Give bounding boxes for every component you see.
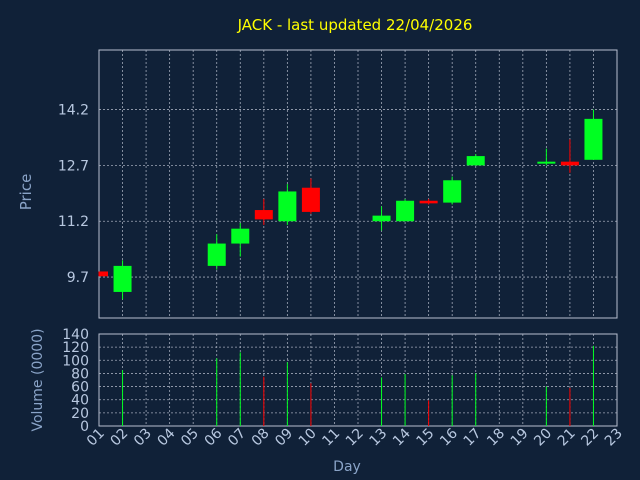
- price-tick-label: 9.7: [67, 270, 89, 286]
- candle-body: [113, 265, 132, 292]
- candle: [419, 198, 438, 205]
- volume-tick-label: 40: [71, 393, 89, 409]
- candle: [443, 176, 462, 205]
- day-tick-label: 04: [155, 425, 179, 449]
- candle: [231, 223, 250, 257]
- volume-tick-label: 60: [71, 380, 89, 396]
- price-frame: [98, 49, 618, 319]
- candle: [278, 184, 297, 225]
- day-tick-label: 22: [578, 426, 602, 450]
- candle-body: [419, 200, 438, 204]
- day-axis-label: Day: [333, 459, 361, 475]
- candle: [560, 139, 579, 173]
- day-tick-label: 17: [461, 426, 485, 450]
- candle-body: [301, 187, 320, 212]
- price-tick-label: 14.2: [58, 103, 89, 119]
- day-tick-label: 13: [366, 426, 390, 450]
- candle: [254, 198, 273, 225]
- candle-body: [443, 180, 462, 203]
- volume-tick-label: 120: [62, 340, 89, 356]
- volume-tick-label: 0: [80, 419, 89, 435]
- candle-body: [254, 210, 273, 220]
- candle-body: [99, 271, 108, 277]
- day-tick-label: 19: [508, 426, 532, 450]
- day-tick-label: 03: [131, 426, 155, 450]
- price-panel: 9.7 11.2 12.7 14.2: [58, 49, 618, 319]
- candle-body: [372, 215, 391, 222]
- day-tick-label: 02: [107, 426, 131, 450]
- day-tick-label: 06: [202, 425, 226, 449]
- candle: [113, 260, 132, 300]
- day-tick-label: 18: [484, 426, 508, 450]
- candle-body: [231, 228, 250, 244]
- candle-body: [584, 118, 603, 160]
- candle-body: [278, 191, 297, 222]
- candle: [372, 206, 391, 231]
- candle: [396, 198, 415, 222]
- volume-tick-label: 80: [71, 366, 89, 382]
- day-tick-label: 14: [390, 425, 414, 449]
- candle-body: [207, 243, 226, 266]
- volume-tick-label: 20: [71, 406, 89, 422]
- volume-tick-label: 100: [62, 353, 89, 369]
- day-tick-label: 07: [225, 426, 249, 450]
- volume-panel: 01 02 03 04 05 06 07 08 09 10 11 12 13 14 15 16 17 18 19 20…: [62, 327, 626, 449]
- candle-body: [396, 200, 415, 222]
- day-tick-label: 05: [178, 426, 202, 450]
- price-tick-label: 12.7: [58, 158, 89, 174]
- candle: [466, 154, 485, 166]
- day-tick-label: 20: [531, 426, 555, 450]
- candle-body: [537, 161, 556, 164]
- volume-axis-label: Volume (0000): [30, 328, 46, 431]
- day-tick-label: 15: [414, 426, 438, 450]
- candle: [584, 109, 603, 160]
- day-tick-label: 23: [602, 426, 626, 450]
- candle-body: [560, 161, 579, 166]
- volume-frame: [98, 333, 618, 427]
- candle: [207, 234, 226, 270]
- candle: [301, 178, 320, 214]
- candle: [98, 271, 108, 277]
- day-tick-label: 12: [343, 426, 367, 450]
- price-axis-label: Price: [17, 174, 35, 211]
- day-tick-label: 10: [296, 426, 320, 450]
- volume-tick-label: 140: [62, 327, 89, 343]
- day-tick-label: 08: [249, 426, 273, 450]
- chart-title: JACK - last updated 22/04/2026: [237, 16, 473, 34]
- day-tick-label: 21: [555, 426, 579, 450]
- candle: [537, 148, 556, 166]
- day-tick-label: 09: [272, 426, 296, 450]
- price-tick-label: 11.2: [58, 214, 89, 230]
- candle-body: [466, 156, 485, 166]
- day-tick-label: 16: [437, 425, 461, 449]
- day-tick-label: 11: [319, 426, 343, 450]
